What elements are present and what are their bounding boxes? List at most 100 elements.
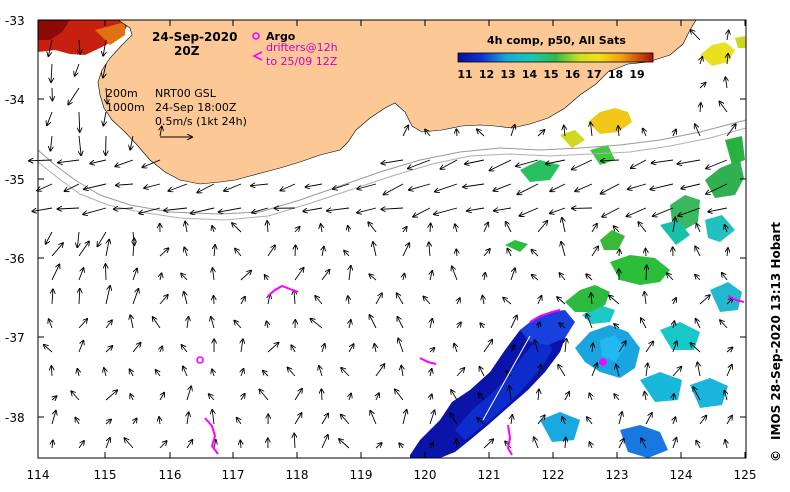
current-vector: [105, 240, 109, 257]
current-vector: [51, 243, 63, 257]
current-vector: [619, 250, 620, 257]
current-vector: [348, 226, 349, 233]
current-vector: [457, 439, 458, 449]
current-vector: [413, 207, 431, 217]
current-vector: [333, 183, 350, 189]
current-vector: [77, 369, 79, 377]
current-vector: [78, 242, 89, 257]
contour-200-label: 200m: [106, 87, 138, 100]
current-vector: [103, 63, 106, 78]
drifter-legend-line2: to 25/09 12Z: [266, 55, 338, 68]
current-vector: [187, 317, 189, 329]
current-vectors: [29, 30, 736, 448]
current-vector: [591, 363, 597, 377]
current-vector: [114, 208, 134, 209]
current-vector: [77, 231, 79, 247]
lon-label: 124: [670, 468, 693, 482]
current-vector: [397, 293, 404, 305]
current-vector: [97, 231, 107, 246]
imos-credit: IMOS 28-Sep-2020 13:13 Hobart: [769, 222, 783, 440]
current-vector: [644, 292, 646, 305]
current-vector: [116, 184, 134, 185]
current-vector: [614, 324, 619, 328]
current-vector: [164, 208, 188, 211]
current-vector: [132, 289, 138, 305]
current-vector: [638, 222, 647, 233]
current-vector: [434, 207, 458, 214]
current-vector: [370, 411, 377, 425]
current-vector: [105, 286, 110, 305]
current-vector: [399, 443, 403, 448]
current-vector: [103, 111, 106, 126]
vector-scale-label: 0.5m/s (1kt 24h): [155, 115, 247, 128]
current-vector: [159, 441, 167, 449]
drifter-legend-icon: [252, 51, 263, 61]
current-vector: [631, 159, 647, 168]
current-vector: [263, 371, 269, 377]
current-vector: [465, 159, 485, 164]
current-vector: [565, 438, 566, 449]
current-vector: [159, 248, 169, 257]
current-vector: [725, 391, 728, 401]
current-vector: [183, 366, 188, 377]
lon-label: 118: [286, 468, 309, 482]
current-vector: [288, 368, 296, 377]
current-vector: [483, 340, 492, 353]
current-vector: [591, 224, 597, 233]
current-vector: [695, 246, 701, 257]
current-vector: [184, 247, 187, 257]
current-vector: [587, 314, 593, 329]
current-vector: [105, 438, 110, 449]
current-vector: [589, 393, 592, 401]
current-vector: [214, 440, 216, 449]
current-vector: [51, 411, 56, 425]
current-vector: [652, 159, 674, 163]
current-vector: [321, 435, 328, 449]
current-vector: [726, 365, 732, 377]
current-vector: [455, 224, 457, 233]
current-vector: [29, 160, 53, 161]
current-vector: [697, 362, 700, 377]
current-vector: [643, 129, 646, 137]
current-vector: [370, 315, 377, 329]
current-vector: [628, 183, 647, 189]
current-vector: [133, 419, 137, 425]
current-vector: [532, 275, 539, 281]
current-vector: [51, 366, 52, 377]
current-vector: [430, 348, 434, 352]
current-vector: [105, 320, 112, 329]
current-vector: [65, 183, 80, 191]
current-vector: [511, 345, 515, 353]
current-vector: [429, 410, 435, 425]
current-vector: [79, 39, 80, 54]
current-vector: [403, 227, 407, 233]
current-vector: [241, 339, 243, 353]
current-vector: [265, 275, 268, 281]
lon-label: 122: [542, 468, 565, 482]
current-vector: [727, 30, 729, 41]
current-vector: [482, 296, 484, 305]
colorbar-tick-label: 12: [479, 68, 494, 81]
latitude-axis: -33 -34 -35 -36 -37 -38: [5, 14, 25, 425]
current-vector: [319, 366, 322, 377]
current-vector: [483, 439, 493, 449]
current-vector: [726, 348, 732, 353]
current-vector: [531, 250, 539, 257]
current-vector: [311, 319, 323, 329]
current-vector: [267, 343, 279, 353]
current-vector: [616, 365, 619, 377]
current-vector: [321, 414, 328, 425]
current-vector: [124, 438, 134, 449]
map-hour: 20Z: [174, 44, 200, 58]
current-vector: [478, 393, 485, 401]
current-vector: [398, 339, 404, 353]
current-vector: [572, 159, 593, 170]
current-vector: [235, 249, 242, 257]
argo-float-marker: [196, 356, 204, 364]
copyright-symbol: ©: [769, 450, 783, 462]
current-vector: [268, 294, 270, 305]
current-vector: [115, 159, 134, 166]
current-vector: [191, 207, 215, 213]
current-vector: [452, 266, 458, 281]
current-vector: [348, 344, 354, 353]
